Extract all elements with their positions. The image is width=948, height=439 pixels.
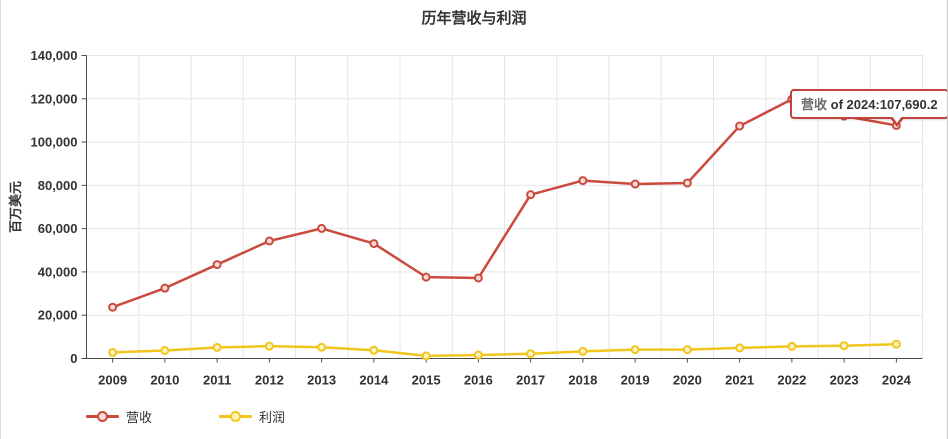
series-line-利润 — [112, 342, 897, 358]
x-tick-label: 2017 — [516, 373, 545, 388]
chart-title: 历年营收与利润 — [421, 10, 527, 27]
data-point-marker[interactable] — [578, 346, 588, 356]
series-line-营收 — [112, 97, 897, 309]
profit-series-marker — [219, 410, 252, 422]
data-point-marker[interactable] — [317, 223, 327, 233]
data-point-marker[interactable] — [264, 236, 274, 246]
data-point-marker[interactable] — [787, 341, 797, 351]
y-tick-label: 0 — [70, 351, 77, 366]
data-point-marker[interactable] — [317, 342, 327, 352]
x-tick-label: 2011 — [203, 373, 231, 388]
x-tick-label: 2022 — [777, 373, 806, 388]
data-point-marker[interactable] — [526, 349, 536, 359]
y-tick-label: 100,000 — [31, 135, 78, 150]
x-tick-label: 2013 — [307, 373, 336, 388]
data-point-marker[interactable] — [108, 347, 118, 357]
x-tick-label: 2015 — [412, 373, 441, 388]
tooltip: 营收 of 2024:107,690.2 — [790, 89, 947, 127]
x-tick-label: 2016 — [464, 373, 493, 388]
x-tick-label: 2018 — [568, 373, 597, 388]
data-point-marker[interactable] — [682, 178, 692, 188]
data-point-marker[interactable] — [369, 239, 379, 249]
profit-marker-ring-icon — [230, 410, 241, 422]
y-tick-label: 60,000 — [38, 221, 78, 236]
x-tick-label: 2009 — [98, 373, 127, 388]
x-tick-label: 2019 — [621, 373, 650, 388]
data-point-marker[interactable] — [108, 302, 118, 312]
legend-label-revenue: 营收 — [126, 409, 153, 425]
y-tick-label: 120,000 — [31, 91, 78, 106]
data-point-marker[interactable] — [421, 272, 431, 282]
x-tick-label: 2023 — [830, 373, 859, 388]
data-point-marker[interactable] — [369, 345, 379, 355]
legend-item-revenue[interactable]: 营收 — [86, 408, 153, 425]
x-tick-label: 2012 — [255, 373, 284, 388]
data-point-marker[interactable] — [526, 190, 536, 200]
data-point-marker[interactable] — [212, 260, 222, 270]
x-tick-label: 2024 — [882, 373, 912, 388]
y-tick-label: 40,000 — [38, 264, 78, 279]
data-point-marker[interactable] — [473, 273, 483, 283]
y-axis-title: 百万美元 — [8, 181, 23, 233]
legend-item-profit[interactable]: 利润 — [219, 408, 286, 425]
data-point-marker[interactable] — [630, 345, 640, 355]
y-tick-label: 140,000 — [31, 48, 78, 63]
data-point-marker[interactable] — [160, 283, 170, 293]
tooltip-value: of 2024:107,690.2 — [827, 97, 938, 112]
revenue-marker-ring-icon — [97, 410, 108, 422]
data-point-marker[interactable] — [630, 179, 640, 189]
y-tick-label: 80,000 — [38, 178, 78, 193]
tooltip-series-name: 营收 — [801, 97, 828, 112]
data-point-marker[interactable] — [421, 351, 431, 361]
data-point-marker[interactable] — [264, 341, 274, 351]
revenue-series-marker — [86, 410, 119, 422]
data-point-marker[interactable] — [839, 341, 849, 351]
data-point-marker[interactable] — [160, 345, 170, 355]
data-point-marker[interactable] — [578, 176, 588, 186]
legend-label-profit: 利润 — [259, 409, 286, 425]
data-point-marker[interactable] — [473, 350, 483, 360]
data-point-marker[interactable] — [212, 342, 222, 352]
data-point-marker[interactable] — [735, 343, 745, 353]
x-tick-label: 2010 — [150, 373, 179, 388]
x-tick-label: 2020 — [673, 373, 702, 388]
y-tick-label: 20,000 — [38, 308, 78, 323]
data-point-marker[interactable] — [682, 345, 692, 355]
x-tick-label: 2014 — [359, 373, 389, 388]
data-point-marker[interactable] — [891, 339, 901, 349]
data-point-marker[interactable] — [735, 121, 745, 131]
x-tick-label: 2021 — [725, 373, 754, 388]
